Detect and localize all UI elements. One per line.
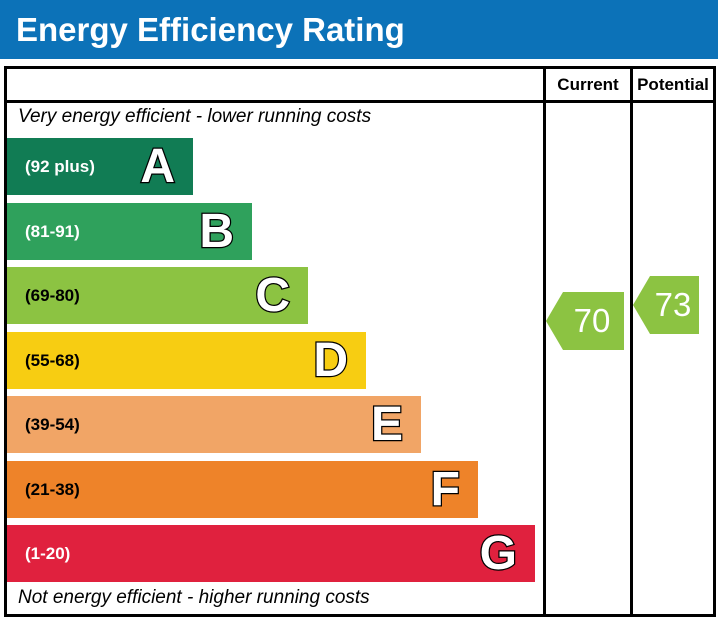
band-range-label: (81-91): [25, 221, 80, 241]
band-range-label: (1-20): [25, 544, 71, 563]
band-range-label: (55-68): [25, 350, 80, 370]
header-divider-line: [7, 100, 713, 103]
band-a: (92 plus) A: [7, 138, 193, 195]
band-d: (55-68) D: [7, 331, 366, 389]
band-f: (21-38) F: [7, 460, 478, 518]
band-range-label: (92 plus): [25, 157, 95, 176]
band-range-label: (21-38): [25, 479, 80, 499]
potential-rating-arrow: 73: [633, 276, 699, 334]
top-note: Very energy efficient - lower running co…: [18, 106, 372, 127]
column-divider-current: [543, 69, 546, 614]
band-range-label: (39-54): [25, 415, 80, 434]
bottom-note: Not energy efficient - higher running co…: [18, 587, 370, 608]
band-letter: D: [312, 332, 349, 388]
potential-rating-value: 73: [654, 286, 692, 323]
band-letter: E: [370, 397, 405, 453]
current-rating-arrow: 70: [546, 292, 624, 350]
title-bar: Energy Efficiency Rating: [0, 0, 718, 59]
column-divider-potential: [630, 69, 633, 614]
band-g: (1-20) G: [7, 525, 535, 582]
header-potential: Potential: [637, 74, 709, 94]
header-current: Current: [557, 74, 619, 94]
band-letter: A: [139, 139, 176, 195]
band-letter: F: [429, 461, 461, 517]
band-c: (69-80) C: [7, 267, 308, 324]
current-rating-value: 70: [573, 302, 611, 339]
band-b: (81-91) B: [7, 202, 252, 260]
band-letter: B: [198, 203, 235, 259]
epc-rating-table: Current Potential Very energy efficient …: [4, 66, 716, 617]
band-e: (39-54) E: [7, 396, 421, 453]
band-letter: G: [478, 526, 518, 582]
band-range-label: (69-80): [25, 286, 80, 305]
page-title: Energy Efficiency Rating: [16, 10, 405, 48]
band-letter: C: [254, 268, 291, 324]
